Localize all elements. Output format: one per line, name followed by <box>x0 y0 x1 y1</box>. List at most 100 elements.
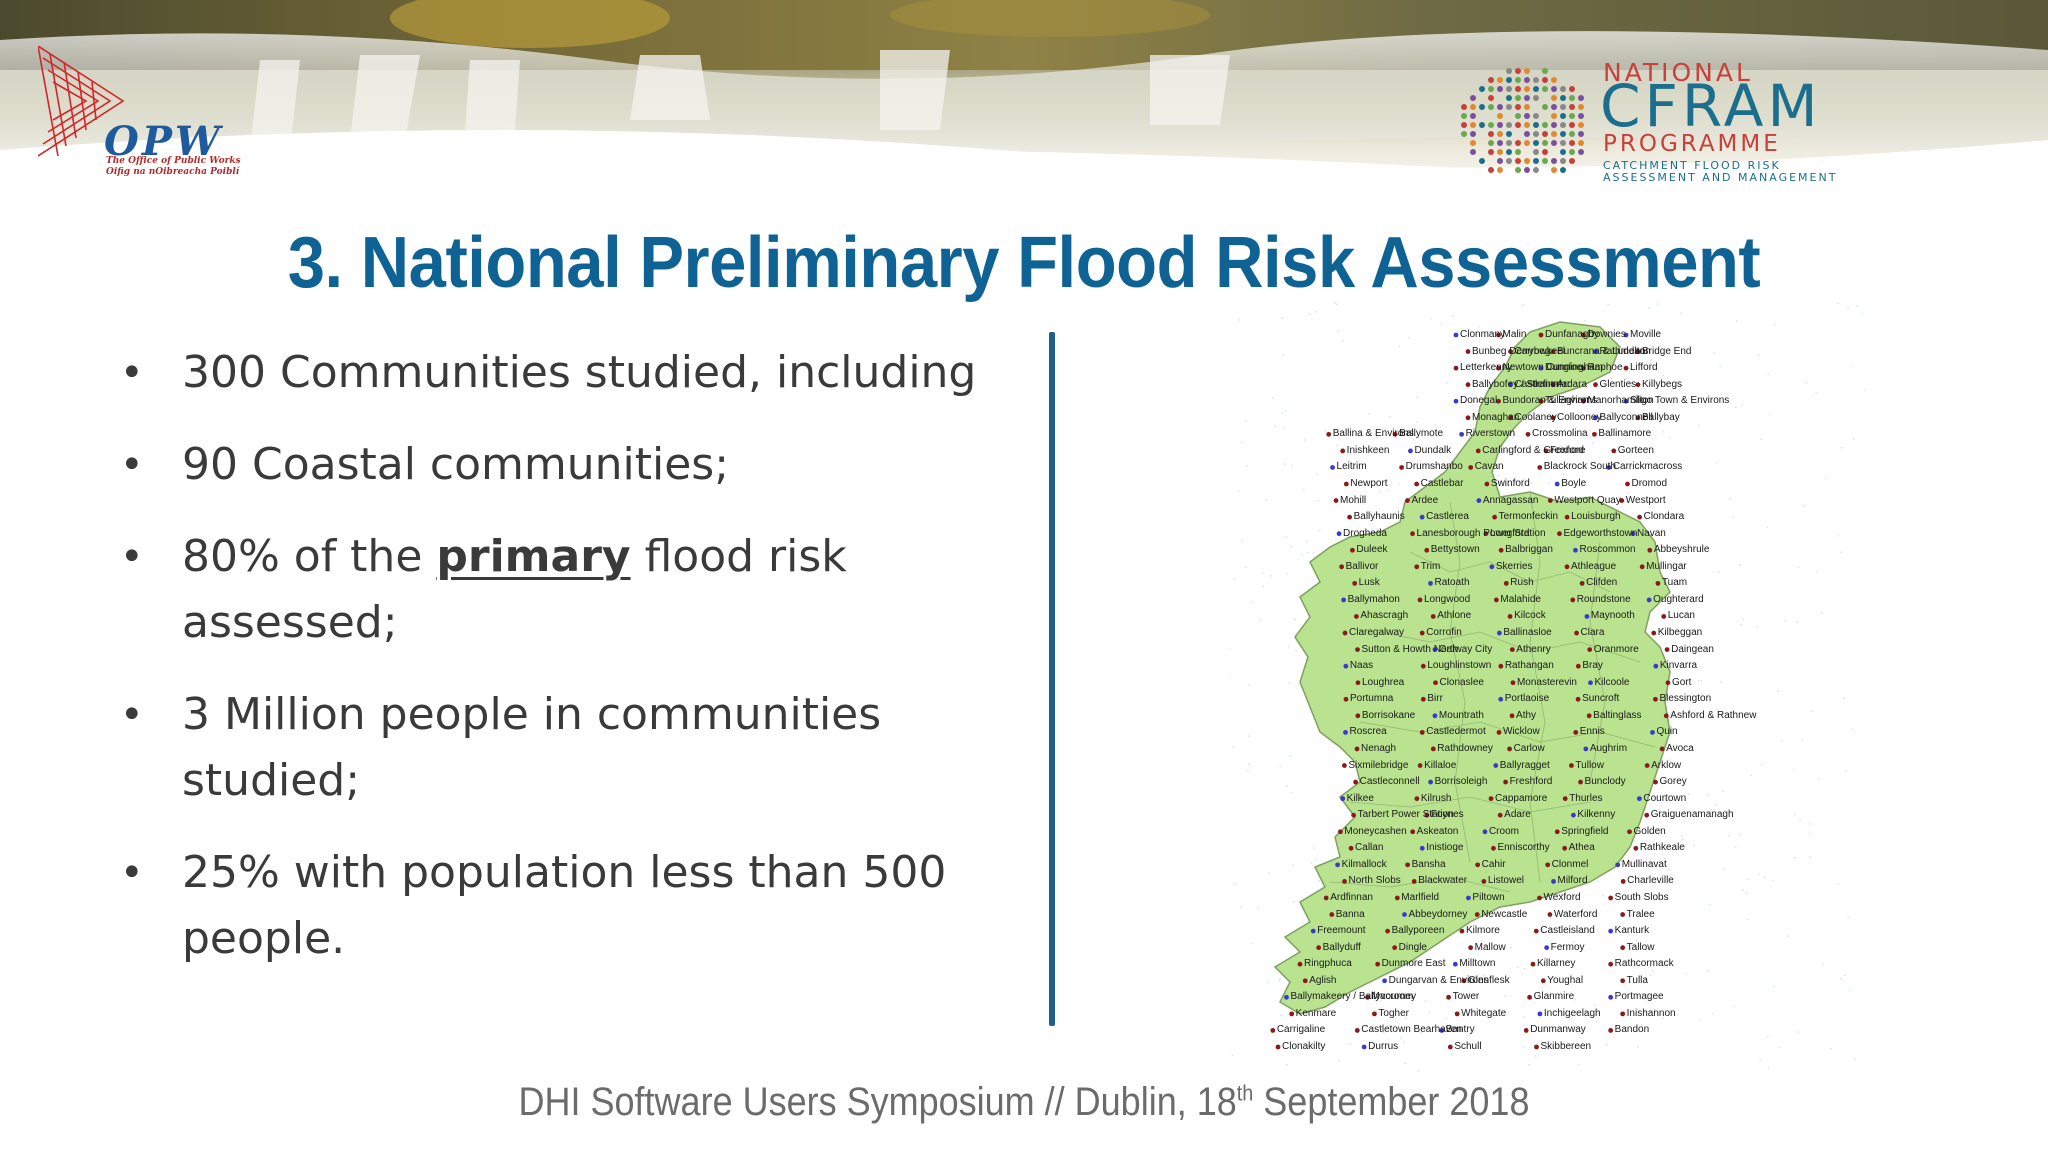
map-place-label: Castleisland <box>1540 926 1594 936</box>
cfram-dot <box>1506 140 1512 146</box>
sea-dot <box>1291 546 1293 548</box>
map-place-label: Kilrush <box>1421 794 1452 804</box>
sea-dot <box>1292 865 1294 867</box>
sea-dot <box>1234 578 1236 580</box>
cfram-dot <box>1560 167 1566 173</box>
opw-subtitle-en: The Office of Public Works <box>106 156 241 166</box>
cfram-programme-label: PROGRAMME <box>1603 131 1781 157</box>
sea-dot <box>1279 980 1281 982</box>
cfram-dot <box>1551 158 1557 164</box>
cfram-dot <box>1470 95 1476 101</box>
site-marker <box>1454 366 1459 371</box>
sea-dot <box>1479 326 1481 328</box>
cfram-dot <box>1488 95 1494 101</box>
sea-dot <box>1286 785 1288 787</box>
map-place-label: Clonmel <box>1552 860 1589 870</box>
sea-dot <box>1809 833 1811 835</box>
map-place-label: Fermoy <box>1551 943 1585 953</box>
sea-dot <box>1845 770 1847 772</box>
map-place-label: Kilmallock <box>1342 860 1387 870</box>
sea-dot <box>1735 846 1737 848</box>
cfram-dot <box>1560 122 1566 128</box>
site-marker <box>1410 829 1415 834</box>
map-place-label: Kilkee <box>1347 794 1374 804</box>
site-marker <box>1489 564 1494 569</box>
map-place-label: Croom <box>1489 827 1519 837</box>
sea-dot <box>1815 391 1817 393</box>
sea-dot <box>1793 769 1795 771</box>
cfram-dot <box>1497 86 1503 92</box>
sea-dot <box>1746 892 1748 894</box>
sea-dot <box>1268 982 1270 984</box>
site-marker <box>1545 862 1550 867</box>
map-place-label: Trim <box>1421 562 1441 572</box>
cfram-dot <box>1515 68 1521 74</box>
map-place-label: Roscrea <box>1350 727 1387 737</box>
sea-dot <box>1248 684 1250 686</box>
site-marker <box>1562 846 1567 851</box>
sea-dot <box>1451 1054 1453 1056</box>
map-place-label: Ahascragh <box>1360 611 1408 621</box>
sea-dot <box>1812 710 1814 712</box>
map-place-label: Mullinavat <box>1622 860 1667 870</box>
sea-dot <box>1260 619 1262 621</box>
cfram-subtitle-2: ASSESSMENT AND MANAGEMENT <box>1603 171 1837 184</box>
cfram-dot <box>1515 104 1521 110</box>
cfram-dot <box>1560 131 1566 137</box>
site-marker <box>1498 664 1503 669</box>
sea-dot <box>1286 573 1288 575</box>
site-marker <box>1508 614 1513 619</box>
map-place-label: Wexford <box>1544 893 1581 903</box>
cfram-logo: NATIONAL CFRAM PROGRAMME CATCHMENT FLOOD… <box>1458 55 1918 185</box>
site-marker <box>1573 730 1578 735</box>
sea-dot <box>1668 869 1670 871</box>
cfram-dot <box>1569 95 1575 101</box>
cfram-dot <box>1488 104 1494 110</box>
sea-dot <box>1324 430 1326 432</box>
sea-dot <box>1504 995 1506 997</box>
cfram-dot <box>1506 122 1512 128</box>
map-place-label: Togher <box>1378 1009 1409 1019</box>
sea-dot <box>1306 540 1308 542</box>
cfram-dot <box>1551 113 1557 119</box>
sea-dot <box>1309 313 1311 315</box>
site-marker <box>1339 564 1344 569</box>
sea-dot <box>1837 883 1839 885</box>
map-place-label: Monaghan <box>1472 413 1519 423</box>
cfram-dot <box>1479 122 1485 128</box>
cfram-dot <box>1524 77 1530 83</box>
sea-dot <box>1761 439 1763 441</box>
site-marker <box>1573 548 1578 553</box>
site-marker <box>1537 465 1542 470</box>
site-marker <box>1343 664 1348 669</box>
map-place-label: Bansha <box>1412 860 1446 870</box>
cfram-dot <box>1515 167 1521 173</box>
sea-dot <box>1686 973 1688 975</box>
map-place-label: Downies <box>1588 330 1626 340</box>
map-place-label: Kilcock <box>1514 611 1546 621</box>
cfram-dot <box>1578 113 1584 119</box>
cfram-dot <box>1542 140 1548 146</box>
sea-dot <box>1680 312 1682 314</box>
cfram-dot <box>1569 122 1575 128</box>
site-marker <box>1343 631 1348 636</box>
map-place-label: Riverstown <box>1466 429 1515 439</box>
site-marker <box>1498 697 1503 702</box>
sea-dot <box>1431 318 1433 320</box>
site-marker <box>1414 564 1419 569</box>
site-marker <box>1548 498 1553 503</box>
site-marker <box>1608 896 1613 901</box>
sea-dot <box>1290 755 1292 757</box>
site-marker <box>1428 780 1433 785</box>
map-place-label: Crossmolina <box>1532 429 1588 439</box>
map-place-label: Foynes <box>1431 810 1464 820</box>
sea-dot <box>1523 1016 1525 1018</box>
site-marker <box>1620 1011 1625 1016</box>
site-marker <box>1342 879 1347 884</box>
cfram-dot <box>1560 149 1566 155</box>
map-place-label: Clara <box>1581 628 1605 638</box>
cfram-dot <box>1551 140 1557 146</box>
cfram-dot <box>1479 104 1485 110</box>
cfram-dot <box>1515 95 1521 101</box>
site-marker <box>1647 548 1652 553</box>
